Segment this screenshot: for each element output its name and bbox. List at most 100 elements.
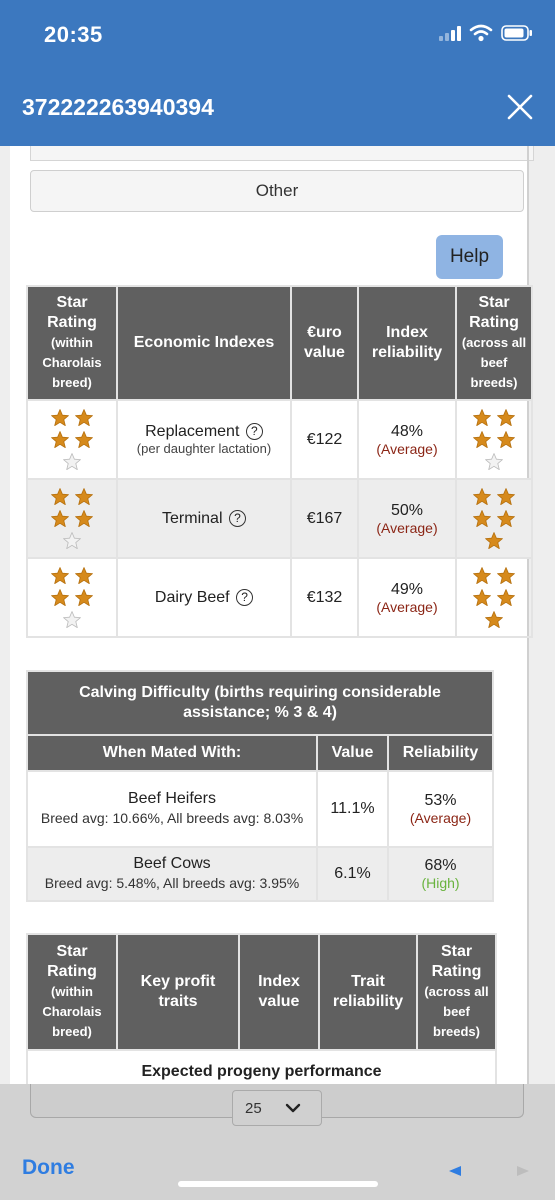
- cellular-signal-icon: [439, 25, 461, 41]
- table-row: Terminal ? €167 50% (Average): [26, 478, 533, 559]
- col-trait-reliability: Trait reliability: [318, 933, 418, 1051]
- previous-field-icon[interactable]: [447, 1164, 463, 1178]
- star-empty-icon: [62, 531, 82, 551]
- col-star-across: Star Rating (across all beef breeds): [455, 285, 533, 401]
- calving-difficulty-table: Calving Difficulty (births requiring con…: [26, 670, 494, 902]
- star-filled-icon: [74, 588, 94, 608]
- table-header-row: Star Rating (within Charolais breed) Econ…: [26, 285, 533, 401]
- star-filled-icon: [484, 610, 504, 630]
- chevron-down-icon: [285, 1103, 301, 1113]
- done-button[interactable]: Done: [22, 1156, 75, 1179]
- euro-value: €132: [290, 557, 359, 638]
- calving-value: 11.1%: [316, 770, 389, 848]
- star-filled-icon: [496, 487, 516, 507]
- reliability-cell: 68% (High): [387, 846, 494, 902]
- economic-indexes-table: Star Rating (within Charolais breed) Econ…: [26, 285, 533, 638]
- star-filled-icon: [50, 430, 70, 450]
- title-bar: 372222263940394: [0, 70, 555, 146]
- star-filled-icon: [472, 408, 492, 428]
- wifi-icon: [469, 24, 493, 42]
- star-filled-icon: [496, 566, 516, 586]
- star-rating-within: [26, 399, 118, 480]
- star-filled-icon: [50, 487, 70, 507]
- star-filled-icon: [484, 531, 504, 551]
- help-question-icon[interactable]: ?: [245, 423, 263, 440]
- euro-value: €167: [290, 478, 359, 559]
- table-row: Beef Heifers Breed avg: 10.66%, All breed…: [26, 770, 494, 848]
- col-euro-value: €uro value: [290, 285, 359, 401]
- star-filled-icon: [50, 566, 70, 586]
- star-empty-icon: [484, 452, 504, 472]
- col-index-reliability: Index reliability: [357, 285, 457, 401]
- table-header-row: Star Rating (within Charolais breed) Key …: [26, 933, 497, 1051]
- col-star-within: Star Rating (within Charolais breed): [26, 285, 118, 401]
- star-filled-icon: [50, 408, 70, 428]
- previous-option-button[interactable]: [30, 146, 534, 161]
- star-empty-icon: [62, 452, 82, 472]
- col-value: Value: [316, 734, 389, 772]
- star-rating-within: [26, 478, 118, 559]
- star-rating-across: [455, 478, 533, 559]
- star-rating-across: [455, 399, 533, 480]
- calving-difficulty-title: Calving Difficulty (births requiring con…: [26, 670, 494, 736]
- col-mated-with: When Mated With:: [26, 734, 318, 772]
- calving-value: 6.1%: [316, 846, 389, 902]
- mated-with-cell: Beef Heifers Breed avg: 10.66%, All breed…: [26, 770, 318, 848]
- star-filled-icon: [472, 430, 492, 450]
- col-economic-indexes: Economic Indexes: [116, 285, 292, 401]
- star-filled-icon: [496, 430, 516, 450]
- status-icons: [439, 24, 533, 42]
- next-field-icon[interactable]: [515, 1164, 531, 1178]
- reliability-cell: 50% (Average): [357, 478, 457, 559]
- star-filled-icon: [74, 487, 94, 507]
- star-filled-icon: [74, 408, 94, 428]
- col-reliability: Reliability: [387, 734, 494, 772]
- star-filled-icon: [50, 588, 70, 608]
- battery-icon: [501, 25, 532, 41]
- index-name-cell: Replacement ? (per daughter lactation): [116, 399, 292, 480]
- mated-with-cell: Beef Cows Breed avg: 5.48%, All breeds av…: [26, 846, 318, 902]
- reliability-cell: 49% (Average): [357, 557, 457, 638]
- reliability-cell: 48% (Average): [357, 399, 457, 480]
- content-viewport[interactable]: Other Help Star Rating (within Charolais …: [0, 146, 555, 1084]
- key-profit-traits-table: Star Rating (within Charolais breed) Key …: [26, 933, 497, 1084]
- page-size-value: 25: [245, 1100, 262, 1117]
- star-empty-icon: [62, 610, 82, 630]
- table-row: Beef Cows Breed avg: 5.48%, All breeds av…: [26, 846, 494, 902]
- other-button[interactable]: Other: [30, 170, 524, 212]
- star-rating-within: [26, 557, 118, 638]
- star-filled-icon: [496, 408, 516, 428]
- star-filled-icon: [472, 509, 492, 529]
- star-filled-icon: [50, 509, 70, 529]
- expected-progeny-performance-heading: Expected progeny performance: [26, 1049, 497, 1084]
- status-bar: 20:35: [0, 0, 555, 70]
- col-key-profit-traits: Key profit traits: [116, 933, 240, 1051]
- star-filled-icon: [472, 487, 492, 507]
- col-star-across: Star Rating (across all beef breeds): [416, 933, 497, 1051]
- index-name-cell: Terminal ?: [116, 478, 292, 559]
- star-rating-across: [455, 557, 533, 638]
- page-title: 372222263940394: [22, 94, 214, 120]
- euro-value: €122: [290, 399, 359, 480]
- col-star-within: Star Rating (within Charolais breed): [26, 933, 118, 1051]
- help-question-icon[interactable]: ?: [228, 509, 246, 527]
- star-filled-icon: [472, 566, 492, 586]
- star-filled-icon: [74, 430, 94, 450]
- page-size-select[interactable]: 25: [232, 1090, 322, 1126]
- help-question-icon[interactable]: ?: [236, 588, 254, 606]
- reliability-cell: 53% (Average): [387, 770, 494, 848]
- star-filled-icon: [74, 566, 94, 586]
- star-filled-icon: [496, 588, 516, 608]
- table-row: Replacement ? (per daughter lactation) €1…: [26, 399, 533, 480]
- index-name-cell: Dairy Beef ?: [116, 557, 292, 638]
- help-button[interactable]: Help: [436, 235, 503, 279]
- col-index-value: Index value: [238, 933, 320, 1051]
- table-header-row: When Mated With: Value Reliability: [26, 734, 494, 772]
- home-indicator: [178, 1181, 378, 1187]
- star-filled-icon: [496, 509, 516, 529]
- star-filled-icon: [472, 588, 492, 608]
- close-icon[interactable]: [505, 92, 535, 122]
- table-row: Dairy Beef ? €132 49% (Average): [26, 557, 533, 638]
- keyboard-accessory-bar: 25 Done: [0, 1084, 555, 1200]
- status-time: 20:35: [44, 22, 103, 47]
